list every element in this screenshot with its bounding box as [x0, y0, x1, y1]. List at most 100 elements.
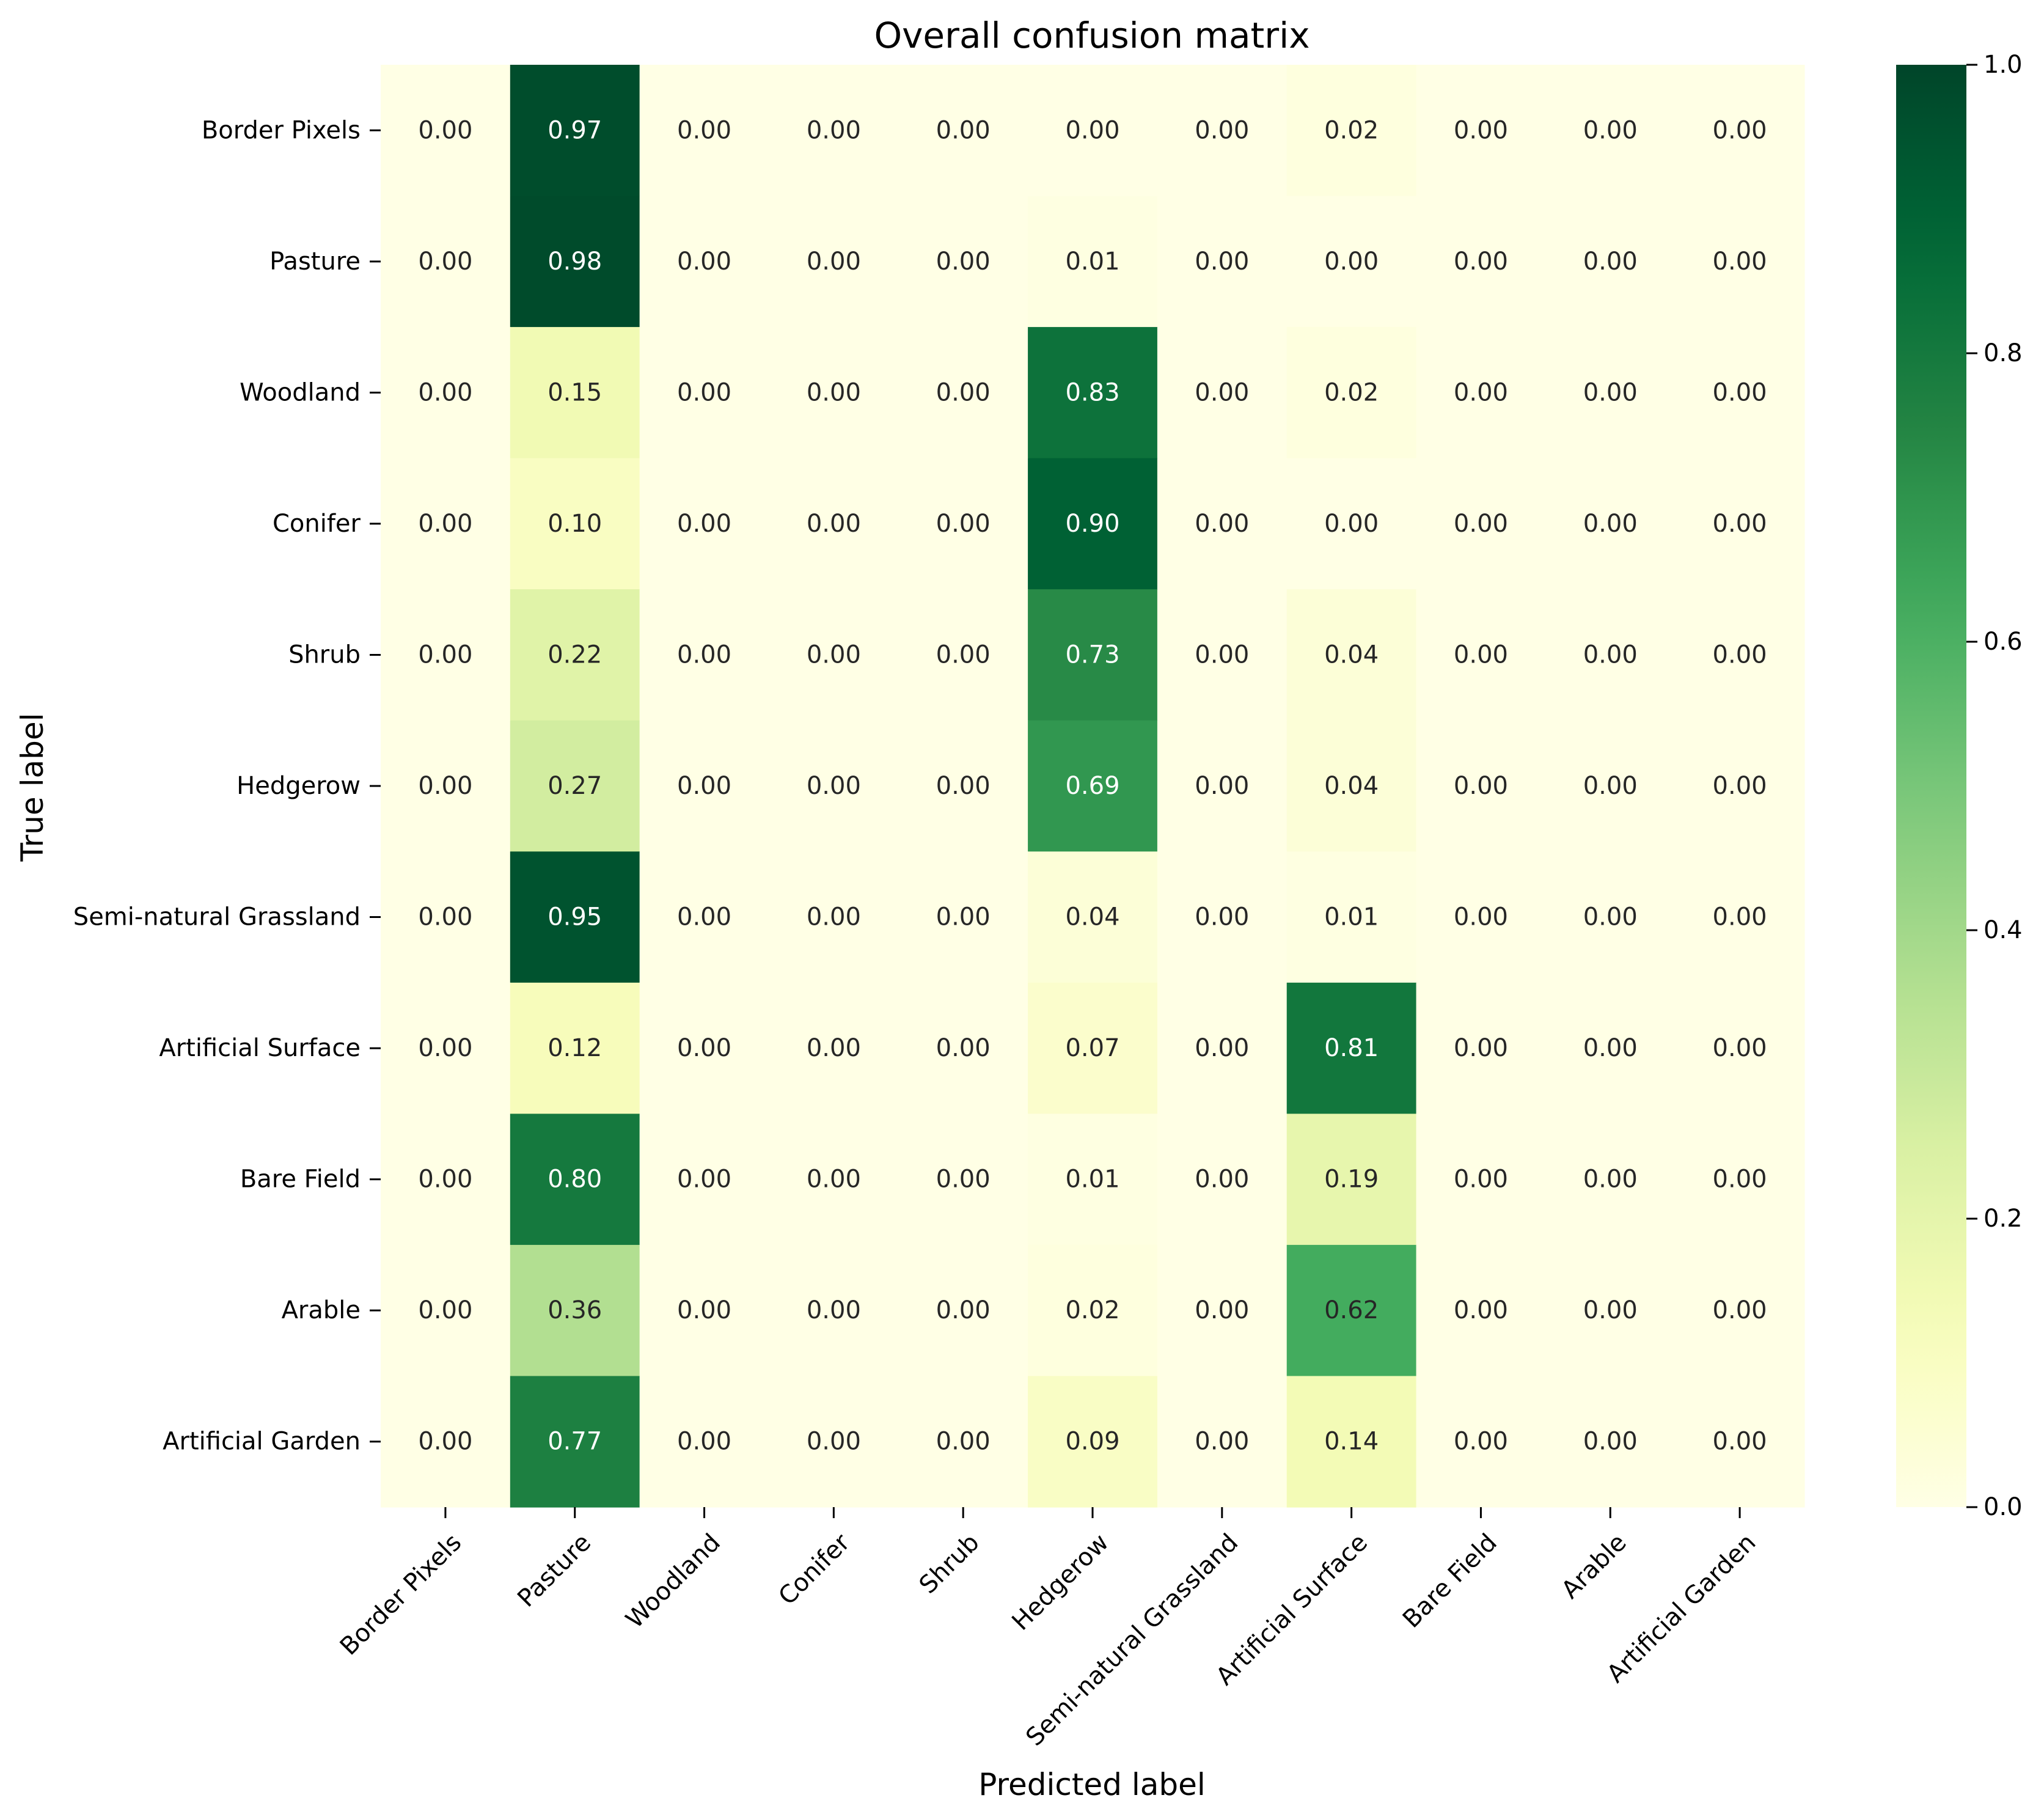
- cell-value-4-10: 0.00: [1713, 641, 1767, 669]
- heatmap-cell-6-3: [769, 851, 899, 983]
- x-tick-label-arable: Arable: [1556, 1529, 1632, 1604]
- heatmap-cell-9-7: [1286, 1244, 1417, 1377]
- heatmap-cell-0-0: [381, 65, 511, 197]
- cell-value-5-3: 0.00: [807, 772, 861, 800]
- cell-value-6-8: 0.00: [1454, 903, 1508, 931]
- heatmap-cell-2-1: [510, 327, 640, 459]
- heatmap-cell-0-6: [1157, 65, 1288, 197]
- cell-value-4-9: 0.00: [1583, 641, 1638, 669]
- heatmap-cell-1-2: [639, 196, 770, 328]
- cell-value-3-2: 0.00: [677, 510, 731, 538]
- heatmap-cell-8-1: [510, 1114, 640, 1246]
- heatmap-cell-6-1: [510, 851, 640, 983]
- heatmap-cell-8-8: [1416, 1114, 1546, 1246]
- heatmap-cell-10-4: [898, 1376, 1028, 1508]
- heatmap-cell-6-4: [898, 851, 1028, 983]
- colorbar-tick-label: 1.0: [1984, 51, 2023, 79]
- heatmap-cell-6-8: [1416, 851, 1546, 983]
- heatmap-cell-5-7: [1286, 720, 1417, 852]
- y-axis-ticks: Border Pixels Pasture Woodland Conifer Shrub…: [73, 116, 381, 1456]
- y-tick-label-bare-field: Bare Field: [240, 1165, 361, 1194]
- heatmap-cell-5-10: [1675, 720, 1805, 852]
- heatmap-cell-8-0: [381, 1114, 511, 1246]
- heatmap-cell-4-4: [898, 589, 1028, 721]
- cell-value-0-4: 0.00: [936, 116, 991, 144]
- heatmap-cell-4-5: [1028, 589, 1158, 721]
- heatmap-cell-1-1: [510, 196, 640, 328]
- heatmap-cell-9-6: [1157, 1244, 1288, 1377]
- cell-value-0-6: 0.00: [1195, 116, 1249, 144]
- cell-value-4-1: 0.22: [548, 641, 602, 669]
- cell-value-0-1: 0.97: [548, 116, 602, 144]
- heatmap-cell-9-1: [510, 1244, 640, 1377]
- heatmap-cell-10-7: [1286, 1376, 1417, 1508]
- y-tick-label-pasture: Pasture: [269, 248, 361, 276]
- cell-value-5-6: 0.00: [1195, 772, 1249, 800]
- heatmap-cell-9-3: [769, 1244, 899, 1377]
- cell-value-10-8: 0.00: [1454, 1428, 1508, 1456]
- heatmap-cell-8-10: [1675, 1114, 1805, 1246]
- cell-value-7-5: 0.07: [1065, 1034, 1119, 1062]
- heatmap-cell-4-7: [1286, 589, 1417, 721]
- cell-value-3-5: 0.90: [1065, 510, 1119, 538]
- cell-value-10-4: 0.00: [936, 1428, 991, 1456]
- x-tick-label-border-pixels: Border Pixels: [335, 1529, 467, 1661]
- cell-value-9-4: 0.00: [936, 1296, 991, 1324]
- cell-value-3-7: 0.00: [1324, 510, 1379, 538]
- heatmap-cell-1-9: [1545, 196, 1676, 328]
- x-tick-label-conifer: Conifer: [773, 1529, 855, 1611]
- cell-value-3-3: 0.00: [807, 510, 861, 538]
- cell-value-6-0: 0.00: [418, 903, 472, 931]
- cell-value-10-0: 0.00: [418, 1428, 472, 1456]
- heatmap-cell-1-8: [1416, 196, 1546, 328]
- heatmap-cell-7-2: [639, 982, 770, 1114]
- cell-value-4-8: 0.00: [1454, 641, 1508, 669]
- cell-value-7-4: 0.00: [936, 1034, 991, 1062]
- colorbar-gradient: [1896, 65, 1966, 1507]
- heatmap-cell-6-2: [639, 851, 770, 983]
- cell-value-5-1: 0.27: [548, 772, 602, 800]
- cell-value-9-9: 0.00: [1583, 1296, 1638, 1324]
- cell-value-5-7: 0.04: [1324, 772, 1379, 800]
- cell-value-3-0: 0.00: [418, 510, 472, 538]
- heatmap-cell-4-0: [381, 589, 511, 721]
- cell-value-labels: 0.00 0.97 0.00 0.00 0.00 0.00 0.00 0.02 0.00 0.00…: [418, 116, 1767, 1455]
- cell-value-5-9: 0.00: [1583, 772, 1638, 800]
- heatmap-cell-8-4: [898, 1114, 1028, 1246]
- cell-value-6-5: 0.04: [1065, 903, 1119, 931]
- cell-value-8-4: 0.00: [936, 1165, 991, 1194]
- cell-value-7-3: 0.00: [807, 1034, 861, 1062]
- x-tick-label-hedgerow: Hedgerow: [1006, 1529, 1114, 1636]
- y-tick-label-semi-natural-grassland: Semi-natural Grassland: [73, 903, 361, 931]
- colorbar-tick-label: 0.6: [1984, 628, 2023, 656]
- heatmap-cell-3-3: [769, 458, 899, 590]
- cell-value-1-3: 0.00: [807, 248, 861, 276]
- heatmap-cell-2-9: [1545, 327, 1676, 459]
- cell-value-1-8: 0.00: [1454, 248, 1508, 276]
- cell-value-9-0: 0.00: [418, 1296, 472, 1324]
- cell-value-9-5: 0.02: [1065, 1296, 1119, 1324]
- cell-value-7-10: 0.00: [1713, 1034, 1767, 1062]
- colorbar-tick-label: 0.8: [1984, 339, 2023, 367]
- cell-value-6-7: 0.01: [1324, 903, 1379, 931]
- cell-value-1-6: 0.00: [1195, 248, 1249, 276]
- cell-value-8-6: 0.00: [1195, 1165, 1249, 1194]
- heatmap-cell-7-1: [510, 982, 640, 1114]
- colorbar: 0.0 0.2 0.4 0.6 0.8 1.0: [1896, 51, 2023, 1521]
- heatmap-cell-3-4: [898, 458, 1028, 590]
- y-tick-label-artificial-garden: Artificial Garden: [163, 1428, 361, 1456]
- heatmap-cell-4-1: [510, 589, 640, 721]
- heatmap-cell-3-0: [381, 458, 511, 590]
- cell-value-0-3: 0.00: [807, 116, 861, 144]
- heatmap-cell-8-5: [1028, 1114, 1158, 1246]
- cell-value-2-2: 0.00: [677, 378, 731, 406]
- heatmap-cell-3-7: [1286, 458, 1417, 590]
- heatmap-cell-5-3: [769, 720, 899, 852]
- heatmap-cell-8-2: [639, 1114, 770, 1246]
- cell-value-0-9: 0.00: [1583, 116, 1638, 144]
- heatmap-cell-0-1: [510, 65, 640, 197]
- heatmap-cell-5-2: [639, 720, 770, 852]
- heatmap-cell-9-4: [898, 1244, 1028, 1377]
- cell-value-6-2: 0.00: [677, 903, 731, 931]
- heatmap-cell-1-3: [769, 196, 899, 328]
